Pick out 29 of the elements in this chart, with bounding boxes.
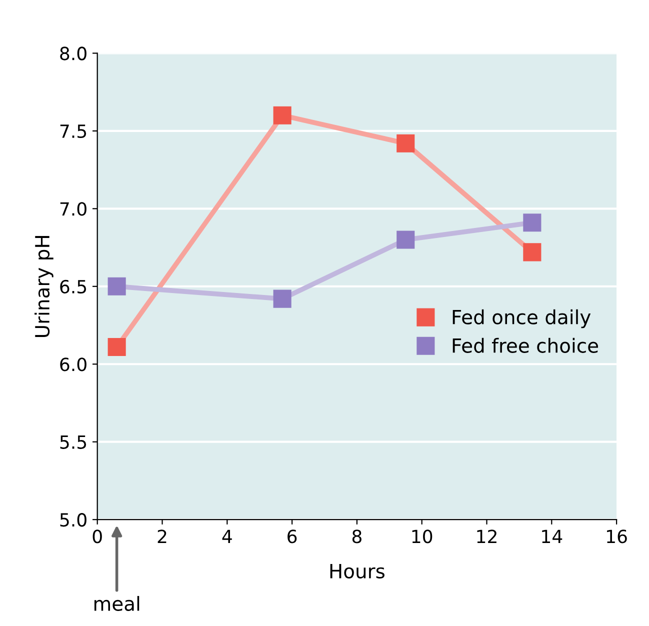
y-tick-label: 5.5 <box>60 436 86 449</box>
y-tick-label: 5.0 <box>60 513 86 527</box>
y-tick-label: 6.5 <box>60 280 86 294</box>
point <box>108 277 126 296</box>
legend-label: Fed once daily <box>452 309 591 328</box>
x-tick-label: 8 <box>352 530 362 544</box>
y-tick-label: 7.0 <box>60 202 86 216</box>
x-tick-label: 16 <box>607 530 627 544</box>
point <box>108 338 126 356</box>
point <box>396 134 415 152</box>
point <box>273 106 292 124</box>
y-tick-label: 8.0 <box>60 46 86 60</box>
y-tick-label: 7.5 <box>60 124 86 138</box>
text: meal <box>94 596 140 612</box>
y-axis-title: Urinary pH <box>34 236 54 337</box>
x-tick-label: 4 <box>222 530 232 544</box>
x-tick-label: 12 <box>477 530 496 544</box>
x-tick-label: 14 <box>542 530 562 544</box>
point <box>523 243 542 262</box>
point <box>273 290 292 308</box>
x-tick-label: 2 <box>158 530 166 544</box>
x-axis-title: Hours <box>330 564 384 578</box>
x-tick-label: 10 <box>412 530 432 544</box>
x-tick-label: 6 <box>288 530 297 544</box>
point <box>396 230 415 249</box>
point <box>523 214 542 232</box>
x-tick-label: 0 <box>92 530 102 544</box>
legend-label: Fed free choice <box>452 338 598 353</box>
y-tick-label: 6.0 <box>60 358 86 372</box>
